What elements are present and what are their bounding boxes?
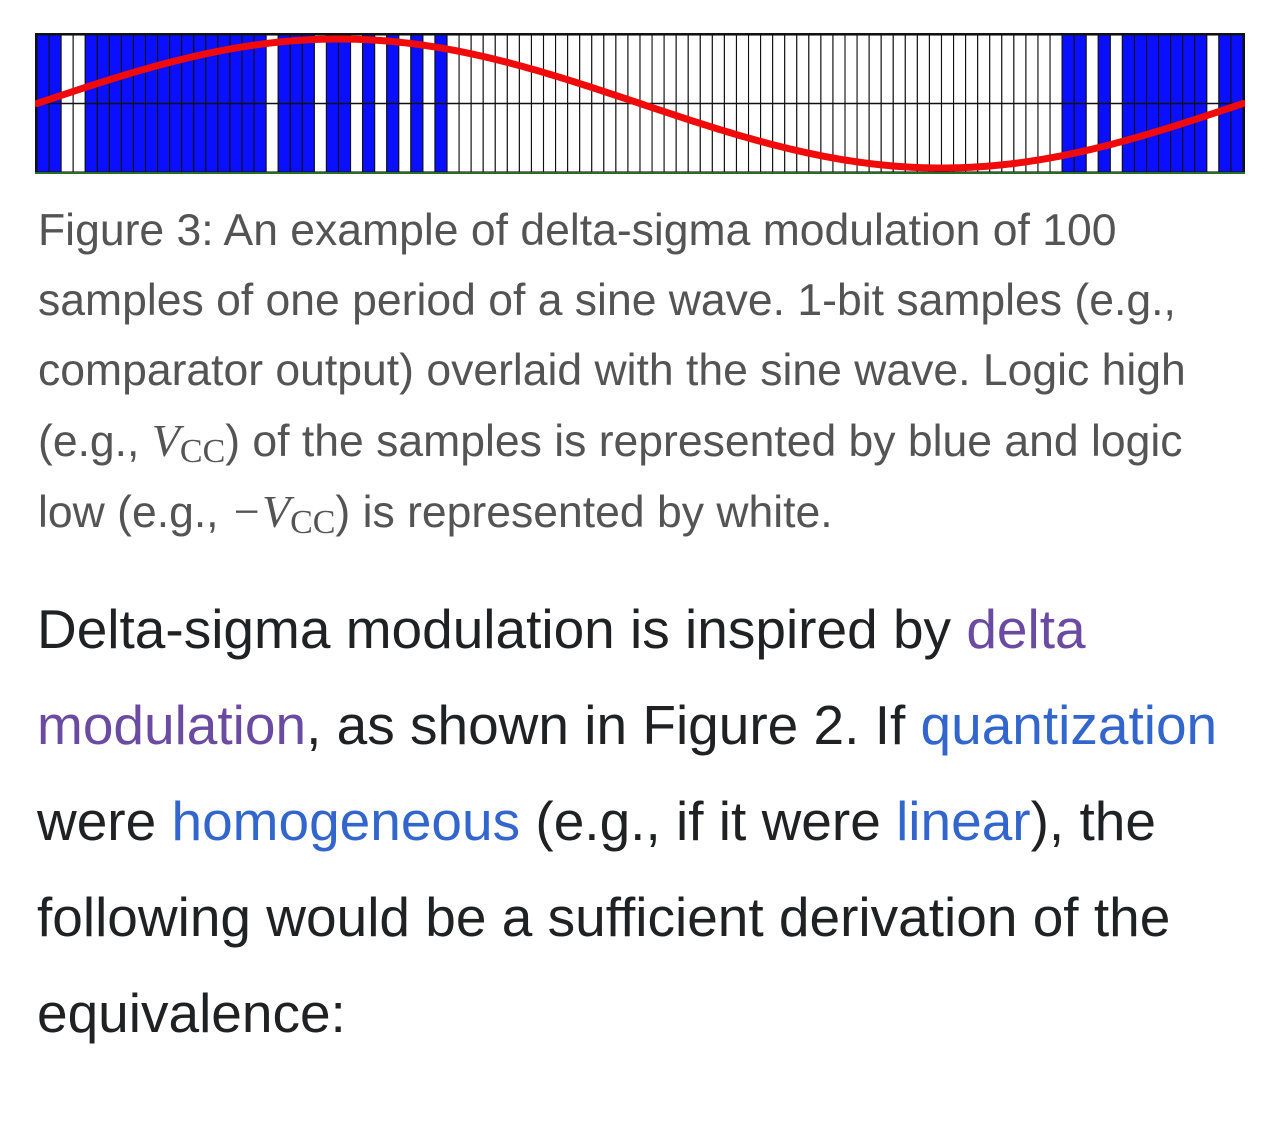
caption-text-3: ) is represented by white. [335, 488, 833, 537]
body-paragraph: Delta-sigma modulation is inspired by de… [37, 598, 1218, 1044]
delta-sigma-figure [35, 33, 1245, 174]
link-delta-modulation[interactable]: delta modulation [37, 598, 1086, 756]
figure-caption: Figure 3: An example of delta-sigma modu… [38, 196, 1253, 548]
neg-vcc-symbol: −VCC [230, 486, 336, 541]
caption-text-1: Figure 3: An example of delta-sigma modu… [38, 206, 1186, 466]
caption-text-2: ) of the samples is represented by blue … [38, 417, 1183, 537]
link-linear[interactable]: linear [896, 790, 1031, 852]
sine-wave-line [35, 35, 1245, 172]
link-quantization[interactable]: quantization [920, 694, 1218, 756]
link-homogeneous[interactable]: homogeneous [171, 790, 521, 852]
vcc-symbol: VCC [151, 415, 226, 470]
delta-sigma-chart [35, 33, 1245, 174]
